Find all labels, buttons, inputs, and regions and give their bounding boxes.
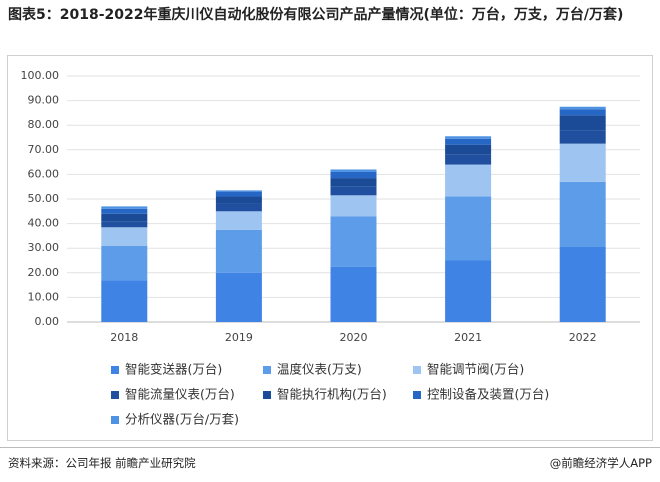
bar-segment — [215, 190, 262, 192]
legend-swatch — [413, 391, 421, 399]
y-tick-label: 60.00 — [28, 167, 60, 180]
bar-segment — [445, 260, 492, 322]
bar-segment — [101, 245, 148, 281]
bar-segment — [101, 208, 148, 214]
legend-label: 智能调节阀(万台) — [427, 362, 524, 377]
legend-label: 智能执行机构(万台) — [277, 387, 387, 402]
source: 资料来源：公司年报 前瞻产业研究院 — [8, 456, 196, 470]
bar-segment — [559, 246, 606, 322]
x-tick-label: 2018 — [110, 331, 138, 344]
x-tick-label: 2021 — [454, 331, 482, 344]
chart-title: 图表5：2018-2022年重庆川仪自动化股份有限公司产品产量情况(单位：万台，… — [8, 7, 624, 23]
legend-label: 控制设备及装置(万台) — [427, 387, 549, 402]
bar-segment — [445, 196, 492, 261]
y-tick-label: 40.00 — [28, 217, 60, 230]
bar-segment — [101, 227, 148, 246]
legend-label: 分析仪器(万台/万套) — [125, 412, 239, 427]
bar-segment — [215, 203, 262, 212]
chart: 0.00 10.00 20.00 30.00 40.00 50.00 60.00 70.00 8… — [7, 55, 653, 441]
bar-segment — [445, 136, 492, 139]
legend-label: 智能变送器(万台) — [125, 362, 222, 377]
y-tick-label: 70.00 — [28, 143, 60, 156]
legend-swatch — [111, 416, 119, 424]
bar-segment — [101, 206, 148, 209]
bar-segment — [559, 181, 606, 247]
bar-segment — [445, 154, 492, 165]
bar-segment — [215, 272, 262, 322]
bar-segment — [330, 195, 377, 217]
y-tick-label: 90.00 — [28, 94, 60, 107]
bar-segment — [330, 186, 377, 196]
bar-segment — [559, 109, 606, 116]
bar-segment — [330, 216, 377, 267]
bar-segment — [330, 171, 377, 179]
bar-segment — [215, 211, 262, 230]
y-tick-label: 80.00 — [28, 118, 60, 131]
bar-segment — [101, 280, 148, 322]
y-tick-label: 100.00 — [21, 69, 60, 82]
bar-segment — [445, 164, 492, 197]
bar-segment — [559, 143, 606, 182]
bar-segment — [445, 138, 492, 145]
bar-segment — [215, 196, 262, 204]
legend-swatch — [111, 366, 119, 374]
bar-segment — [559, 115, 606, 131]
y-tick-label: 50.00 — [28, 192, 60, 205]
separator — [0, 447, 660, 448]
bar-segment — [330, 178, 377, 187]
legend-label: 温度仪表(万支) — [277, 362, 362, 377]
y-tick-label: 30.00 — [28, 241, 60, 254]
bar-segment — [101, 221, 148, 228]
legend-label: 智能流量仪表(万台) — [125, 387, 235, 402]
bar-segment — [330, 169, 377, 172]
bar-segment — [445, 144, 492, 155]
x-tick-label: 2020 — [340, 331, 368, 344]
legend-swatch — [111, 391, 119, 399]
x-tick-label: 2019 — [225, 331, 253, 344]
y-tick-label: 0.00 — [35, 315, 60, 328]
y-tick-label: 20.00 — [28, 266, 60, 279]
bar-segment — [559, 106, 606, 110]
credit: @前瞻经济学人APP — [549, 456, 652, 470]
bar-segment — [215, 229, 262, 273]
bar-segment — [559, 130, 606, 144]
legend-swatch — [263, 391, 271, 399]
y-tick-label: 10.00 — [28, 290, 60, 303]
legend-swatch — [263, 366, 271, 374]
bar-segment — [215, 191, 262, 197]
x-tick-label: 2022 — [569, 331, 597, 344]
legend-swatch — [413, 366, 421, 374]
bar-segment — [330, 266, 377, 322]
bar-segment — [101, 213, 148, 222]
chart-border — [7, 55, 653, 441]
